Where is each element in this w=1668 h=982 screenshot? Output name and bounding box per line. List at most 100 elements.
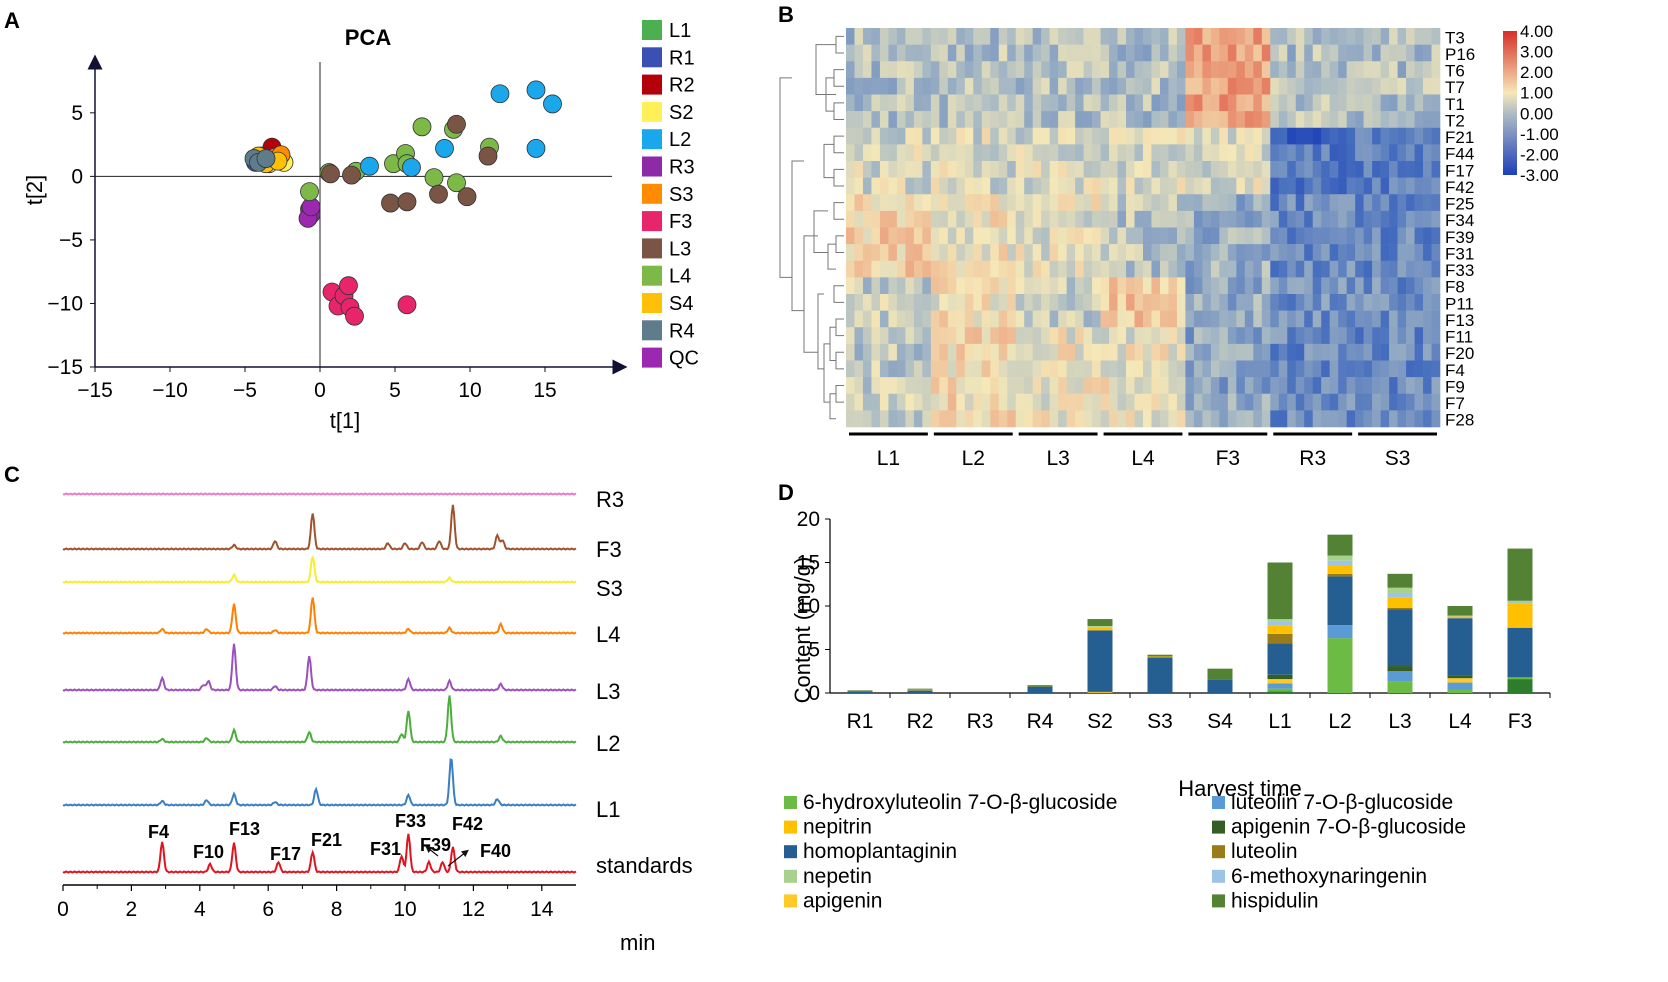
pca-x-tick-label: −10	[152, 379, 188, 402]
pca-y-tick-label: 5	[71, 102, 83, 125]
heatmap-cell	[1126, 294, 1135, 311]
heatmap-cell	[1041, 260, 1050, 278]
heatmap-cell	[1423, 61, 1432, 79]
heatmap-cell	[854, 177, 864, 195]
heatmap-cell	[1321, 410, 1330, 428]
heatmap-cell	[1253, 377, 1263, 395]
heatmap-cell	[1253, 327, 1263, 345]
heatmap-cell	[1414, 161, 1424, 178]
heatmap-cell	[1406, 144, 1415, 162]
heatmap-cell	[879, 210, 889, 228]
heatmap-cell	[1024, 61, 1033, 79]
heatmap-cell	[1075, 161, 1084, 178]
heatmap-cell	[947, 127, 957, 145]
heatmap-cell	[1210, 260, 1220, 278]
heatmap-cell	[896, 360, 906, 378]
bar-legend-swatch	[1212, 820, 1225, 834]
heatmap-cell	[1024, 161, 1033, 178]
heatmap-cell	[1236, 94, 1246, 112]
heatmap-cell	[1143, 410, 1152, 428]
heatmap-cell	[1202, 343, 1212, 361]
heatmap-cell	[1126, 327, 1135, 345]
heatmap-cell	[1032, 94, 1042, 112]
heatmap-cell	[1024, 277, 1033, 295]
heatmap-cell	[1329, 111, 1339, 129]
heatmap-cell	[1380, 377, 1390, 395]
heatmap-cell	[1134, 210, 1144, 228]
bar-category-label: R2	[907, 710, 934, 733]
heatmap-cell	[1363, 177, 1373, 195]
heatmap-cell	[1397, 210, 1407, 228]
heatmap-cell	[879, 111, 889, 129]
heatmap-cell	[1278, 44, 1288, 62]
heatmap-cell	[1414, 210, 1424, 228]
heatmap-cell	[888, 111, 898, 129]
heatmap-cell	[1236, 277, 1246, 295]
heatmap-cell	[1210, 210, 1220, 228]
heatmap-cell	[1015, 28, 1025, 45]
heatmap-cell	[990, 377, 1000, 395]
heatmap-cell	[1363, 227, 1373, 245]
heatmap-row-label: P16	[1445, 45, 1475, 64]
heatmap-cell	[990, 410, 1000, 428]
heatmap-cell	[973, 144, 983, 162]
heatmap-cell	[1176, 28, 1186, 45]
heatmap-scale-label: 2.00	[1520, 63, 1553, 82]
heatmap-cell	[846, 111, 855, 129]
heatmap-cell	[1032, 127, 1042, 145]
heatmap-cell	[1015, 227, 1025, 245]
heatmap-cell	[1032, 410, 1042, 428]
heatmap-cell	[1355, 28, 1364, 45]
heatmap-cell	[1024, 360, 1033, 378]
heatmap-cell	[1219, 244, 1229, 262]
heatmap-cell	[1278, 360, 1288, 378]
heatmap-cell	[1193, 127, 1203, 145]
heatmap-cell	[1202, 360, 1212, 378]
heatmap-cell	[1261, 377, 1271, 395]
dendrogram-branch	[833, 285, 844, 303]
heatmap-cell	[1210, 94, 1220, 112]
heatmap-cell	[896, 393, 906, 411]
heatmap-cell	[1024, 210, 1033, 228]
heatmap-cell	[1151, 294, 1161, 311]
heatmap-cell	[922, 377, 932, 395]
heatmap-cell	[1244, 127, 1254, 145]
heatmap-cell	[1423, 343, 1432, 361]
heatmap-cell	[905, 94, 915, 112]
heatmap-cell	[1372, 244, 1381, 262]
heatmap-cell	[1193, 360, 1203, 378]
heatmap-cell	[956, 161, 966, 178]
dendrogram-branch	[829, 393, 836, 420]
heatmap-cell	[1219, 393, 1229, 411]
heatmap-cell	[1143, 277, 1152, 295]
heatmap-cell	[1109, 343, 1118, 361]
heatmap-cell	[1346, 260, 1356, 278]
heatmap-cell	[1363, 144, 1373, 162]
pca-point-l2	[402, 158, 421, 177]
heatmap-cell	[1143, 244, 1152, 262]
heatmap-cell	[922, 327, 932, 345]
heatmap-cell	[871, 227, 881, 245]
heatmap-cell	[1270, 377, 1280, 395]
heatmap-group-label: L1	[877, 447, 900, 470]
heatmap-cell	[1015, 144, 1025, 162]
heatmap-cell	[1372, 294, 1381, 311]
heatmap-cell	[1380, 177, 1390, 195]
heatmap-cell	[1100, 343, 1110, 361]
heatmap-cell	[1024, 177, 1033, 195]
heatmap-cell	[1312, 410, 1322, 428]
heatmap-cell	[1329, 161, 1339, 178]
heatmap-cell	[1075, 210, 1084, 228]
heatmap-cell	[1168, 111, 1178, 129]
heatmap-cell	[1176, 393, 1186, 411]
heatmap-cell	[1380, 260, 1390, 278]
heatmap-cell	[862, 260, 872, 278]
heatmap-cell	[1227, 260, 1237, 278]
heatmap-cell	[879, 310, 889, 328]
heatmap-row-label: F33	[1445, 261, 1474, 280]
heatmap-cell	[1134, 177, 1144, 195]
heatmap-cell	[1159, 360, 1169, 378]
heatmap-cell	[998, 144, 1008, 162]
heatmap-cell	[1423, 28, 1432, 45]
heatmap-cell	[1397, 327, 1407, 345]
